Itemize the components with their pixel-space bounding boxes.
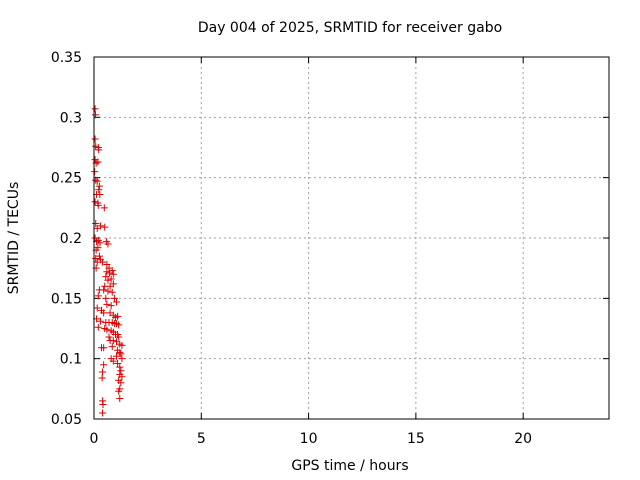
data-point: [96, 239, 104, 247]
data-point: [117, 350, 125, 358]
data-point: [100, 309, 108, 317]
y-tick-label: 0.05: [51, 412, 82, 428]
data-point: [93, 304, 101, 312]
data-point: [96, 317, 104, 325]
data-point: [118, 355, 126, 363]
data-point: [91, 168, 99, 176]
data-point: [113, 298, 121, 306]
y-tick-label: 0.3: [60, 110, 82, 126]
data-point: [91, 135, 99, 143]
data-point: [118, 341, 126, 349]
y-tick-label: 0.25: [51, 171, 82, 187]
data-point: [99, 409, 107, 417]
x-axis-label: GPS time / hours: [291, 458, 408, 474]
data-point: [95, 252, 103, 260]
data-point: [102, 294, 110, 302]
x-tick-label: 15: [407, 431, 425, 447]
data-point: [94, 244, 102, 252]
data-point: [92, 255, 100, 263]
data-point: [115, 333, 123, 341]
chart-title: Day 004 of 2025, SRMTID for receiver gab…: [198, 20, 502, 36]
data-point: [117, 379, 125, 387]
data-point: [101, 223, 109, 231]
data-point: [109, 337, 117, 345]
data-point: [115, 321, 123, 329]
data-point: [98, 374, 106, 382]
data-point: [104, 276, 112, 284]
data-point: [92, 176, 100, 184]
data-point: [115, 387, 123, 395]
data-point: [110, 294, 118, 302]
x-tick-label: 0: [90, 431, 99, 447]
plot-border: [93, 56, 610, 420]
data-point: [114, 359, 122, 367]
data-point: [95, 146, 103, 154]
data-point: [94, 158, 102, 166]
data-point: [109, 270, 117, 278]
data-point: [93, 177, 101, 185]
data-point: [118, 373, 126, 381]
y-tick-label: 0.1: [60, 352, 82, 368]
data-point: [95, 182, 103, 190]
y-axis-label: SRMTID / TECUs: [6, 182, 22, 295]
data-point: [113, 352, 121, 360]
data-points: [91, 105, 126, 417]
data-point: [108, 288, 116, 296]
data-point: [92, 220, 100, 228]
data-point: [116, 394, 124, 402]
data-point: [100, 286, 108, 294]
data-point: [91, 105, 99, 113]
data-point: [99, 368, 107, 376]
x-tick-label: 20: [514, 431, 532, 447]
data-point: [107, 275, 115, 283]
y-tick-label: 0.15: [51, 291, 82, 307]
data-point: [103, 326, 111, 334]
x-tick-label: 10: [300, 431, 318, 447]
data-point: [99, 401, 107, 409]
data-point: [105, 333, 113, 341]
data-point: [116, 363, 124, 371]
data-point: [99, 258, 107, 266]
data-point: [109, 357, 117, 365]
data-point: [94, 292, 102, 300]
data-point: [95, 186, 103, 194]
data-point: [100, 361, 108, 369]
data-point: [100, 204, 108, 212]
data-point: [103, 261, 111, 269]
x-tick-label: 5: [197, 431, 206, 447]
data-point: [92, 111, 100, 119]
data-point: [94, 323, 102, 331]
y-tick-label: 0.2: [60, 231, 82, 247]
data-point: [104, 240, 112, 248]
axis-ticks: 0 5 10 15 20 0.05 0.1 0.15 0.2 0.25 0.3 0.35: [51, 50, 609, 447]
data-point: [108, 343, 116, 351]
data-point: [102, 273, 110, 281]
data-point: [108, 267, 116, 275]
data-point: [114, 312, 122, 320]
data-point: [100, 344, 108, 352]
data-point: [117, 367, 125, 375]
data-point: [96, 222, 104, 230]
data-point: [103, 300, 111, 308]
grid-lines: [94, 57, 609, 419]
data-point: [107, 302, 115, 310]
data-point: [104, 287, 112, 295]
data-point: [116, 349, 124, 357]
data-point: [94, 201, 102, 209]
y-tick-label: 0.35: [51, 50, 82, 66]
data-point: [106, 282, 114, 290]
